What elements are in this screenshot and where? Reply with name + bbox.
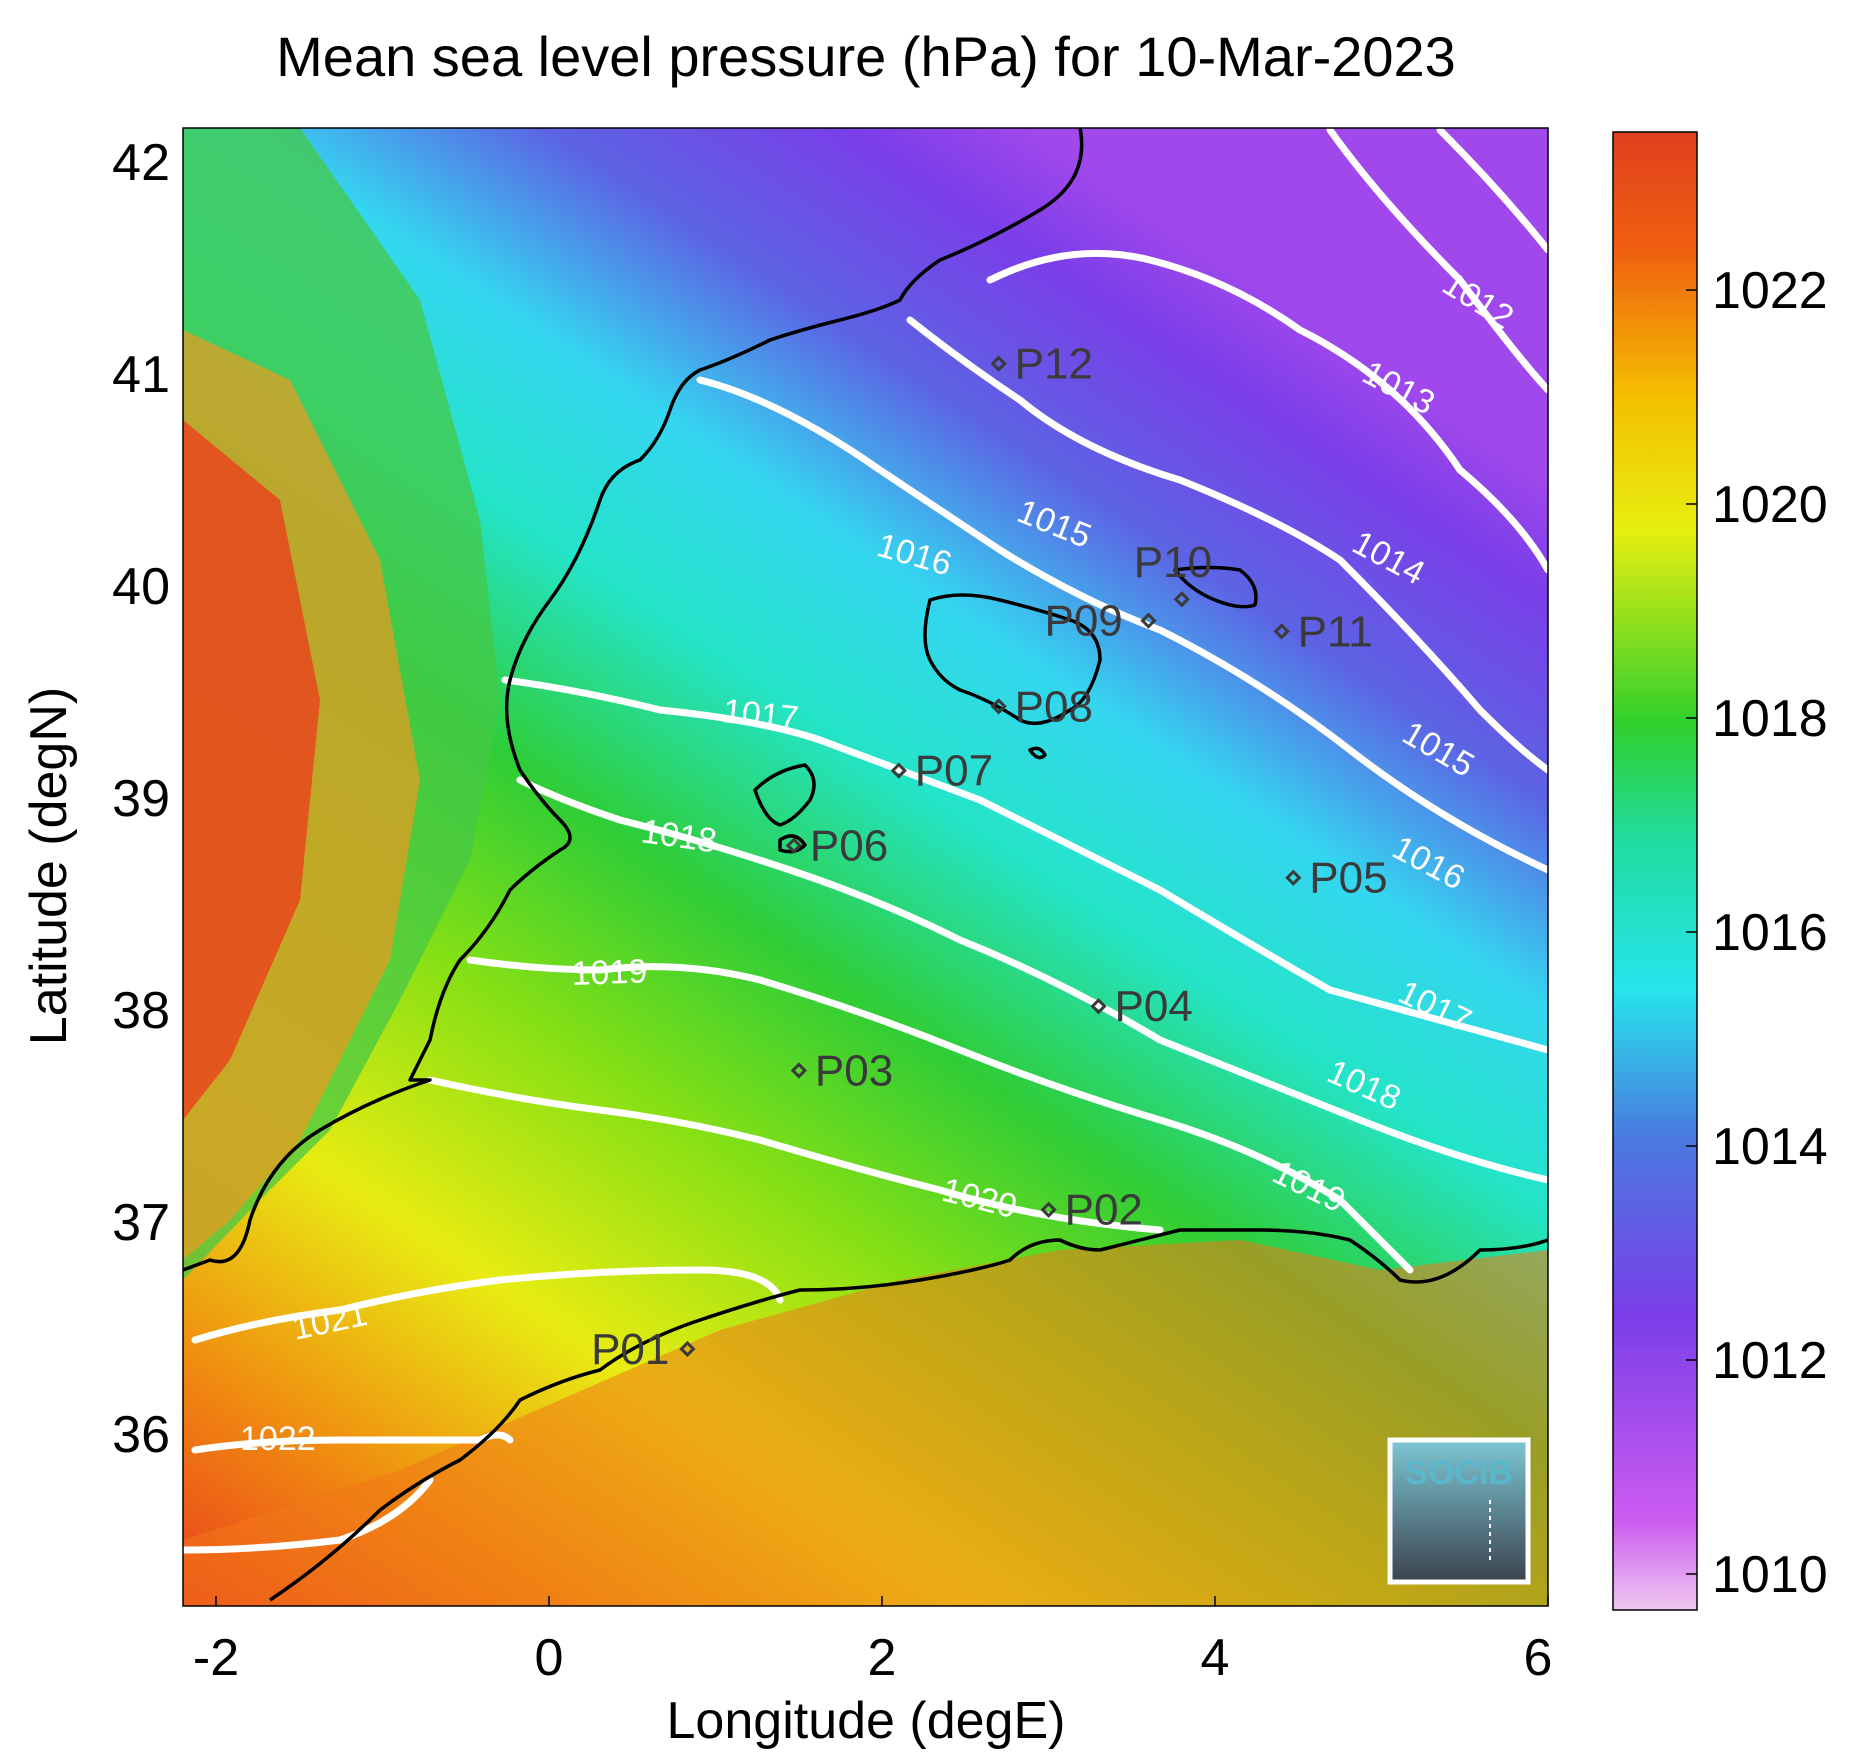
station-marker-p08: [990, 698, 1007, 715]
y-tick-label: 40: [112, 558, 170, 616]
colorbar-tick-label: 1016: [1712, 904, 1828, 962]
x-tick-label: 6: [1524, 1629, 1553, 1687]
isobar-1020: [426, 1076, 1164, 1234]
isobar-1015: [906, 316, 1548, 774]
station-marker-p05: [1285, 869, 1302, 886]
contour-label-1019a: 1019: [571, 952, 648, 993]
map-plot-area: 1012 1013 1014 1015 1015 1016 1016 1017 …: [183, 128, 1548, 1606]
station-label-p09: P09: [1044, 597, 1122, 646]
y-tick-label: 41: [112, 346, 170, 404]
y-axis: 42 41 40 39 38 37 36 Latitude (degN): [20, 134, 170, 1464]
station-label-p04: P04: [1115, 982, 1193, 1031]
isobar-1016: [696, 376, 1548, 874]
station-marker-p01: [679, 1340, 696, 1358]
contour-label-1022: 1022: [240, 1420, 316, 1458]
station-label-p06: P06: [810, 822, 888, 871]
colorbar: 1022 1020 1018 1016 1014 1012 1010: [1612, 131, 1828, 1611]
formentera-coastline: [778, 834, 807, 854]
station-marker-p09: [1140, 612, 1157, 629]
socib-logo: SOCIB: [1387, 1437, 1531, 1585]
y-tick-label: 36: [112, 1406, 170, 1464]
station-marker-p10: [1173, 591, 1190, 608]
isobar-1022b: [183, 1476, 434, 1554]
station-label-p01: P01: [591, 1325, 669, 1374]
isobar-1017: [501, 676, 1548, 1054]
isobar-1014: [986, 249, 1548, 574]
iberian-coastline: [183, 128, 1084, 1272]
isobar-1012: [1436, 128, 1548, 254]
africa-land-field: [183, 1240, 1548, 1606]
isobar-1013: [1326, 128, 1548, 394]
ibiza-coastline: [753, 763, 816, 827]
station-label-p05: P05: [1309, 854, 1387, 903]
isobar-1021: [191, 1266, 784, 1344]
station-marker-p03: [790, 1062, 808, 1079]
cabrera-coastline: [1028, 746, 1047, 760]
x-tick-label: 4: [1201, 1629, 1230, 1687]
y-axis-label: Latitude (degN): [20, 687, 78, 1045]
menorca-coastline: [1173, 565, 1258, 609]
isobar-1018: [516, 776, 1548, 1184]
colorbar-ticks: [1686, 289, 1697, 1575]
colorbar-tick-label: 1022: [1712, 262, 1828, 320]
station-marker-p12: [990, 355, 1007, 372]
station-marker-p04: [1090, 998, 1107, 1015]
logo-box: [1387, 1437, 1531, 1585]
colorbar-tick-label: 1020: [1712, 476, 1828, 534]
y-tick-label: 42: [112, 134, 170, 192]
y-tick-label: 39: [112, 770, 170, 828]
colorbar-tick-label: 1014: [1712, 1118, 1828, 1176]
station-label-p07: P07: [915, 747, 993, 796]
station-marker-p11: [1273, 623, 1290, 640]
isobar-1019: [466, 956, 1414, 1274]
coastlines: [183, 128, 1548, 1602]
iberia-hot-field: [183, 420, 320, 1120]
station-label-p11: P11: [1298, 607, 1373, 656]
logo-text: SOCIB: [1405, 1454, 1513, 1492]
x-axis-label: Longitude (degE): [667, 1692, 1066, 1750]
colorbar-tick-label: 1018: [1712, 690, 1828, 748]
map-title: Mean sea level pressure (hPa) for 10-Mar…: [276, 25, 1456, 88]
north-african-coastline: [269, 1228, 1548, 1602]
x-tick-label: 2: [868, 1629, 897, 1687]
station-label-p02: P02: [1065, 1186, 1143, 1235]
station-label-p08: P08: [1015, 682, 1093, 731]
colorbar-tick-label: 1012: [1712, 1332, 1828, 1390]
colorbar-gradient: [1612, 131, 1698, 1611]
mallorca-coastline: [923, 593, 1102, 726]
contour-label-1017a: 1017: [721, 692, 800, 738]
y-tick-label: 38: [112, 982, 170, 1040]
isobar-contours: [183, 128, 1548, 1554]
station-marker-p02: [1040, 1201, 1057, 1218]
x-axis: -2 0 2 4 6 Longitude (degE): [193, 1596, 1553, 1750]
y-tick-label: 37: [112, 1194, 170, 1252]
colorbar-tick-label: 1010: [1712, 1546, 1828, 1604]
station-label-p10: P10: [1134, 538, 1212, 587]
station-marker-p06: [785, 837, 803, 854]
x-tick-label: 0: [535, 1629, 564, 1687]
station-label-p12: P12: [1015, 340, 1093, 389]
plot-frame: [182, 127, 1549, 1607]
station-label-p03: P03: [815, 1046, 893, 1095]
station-marker-p07: [890, 762, 907, 779]
x-tick-label: -2: [193, 1629, 239, 1687]
